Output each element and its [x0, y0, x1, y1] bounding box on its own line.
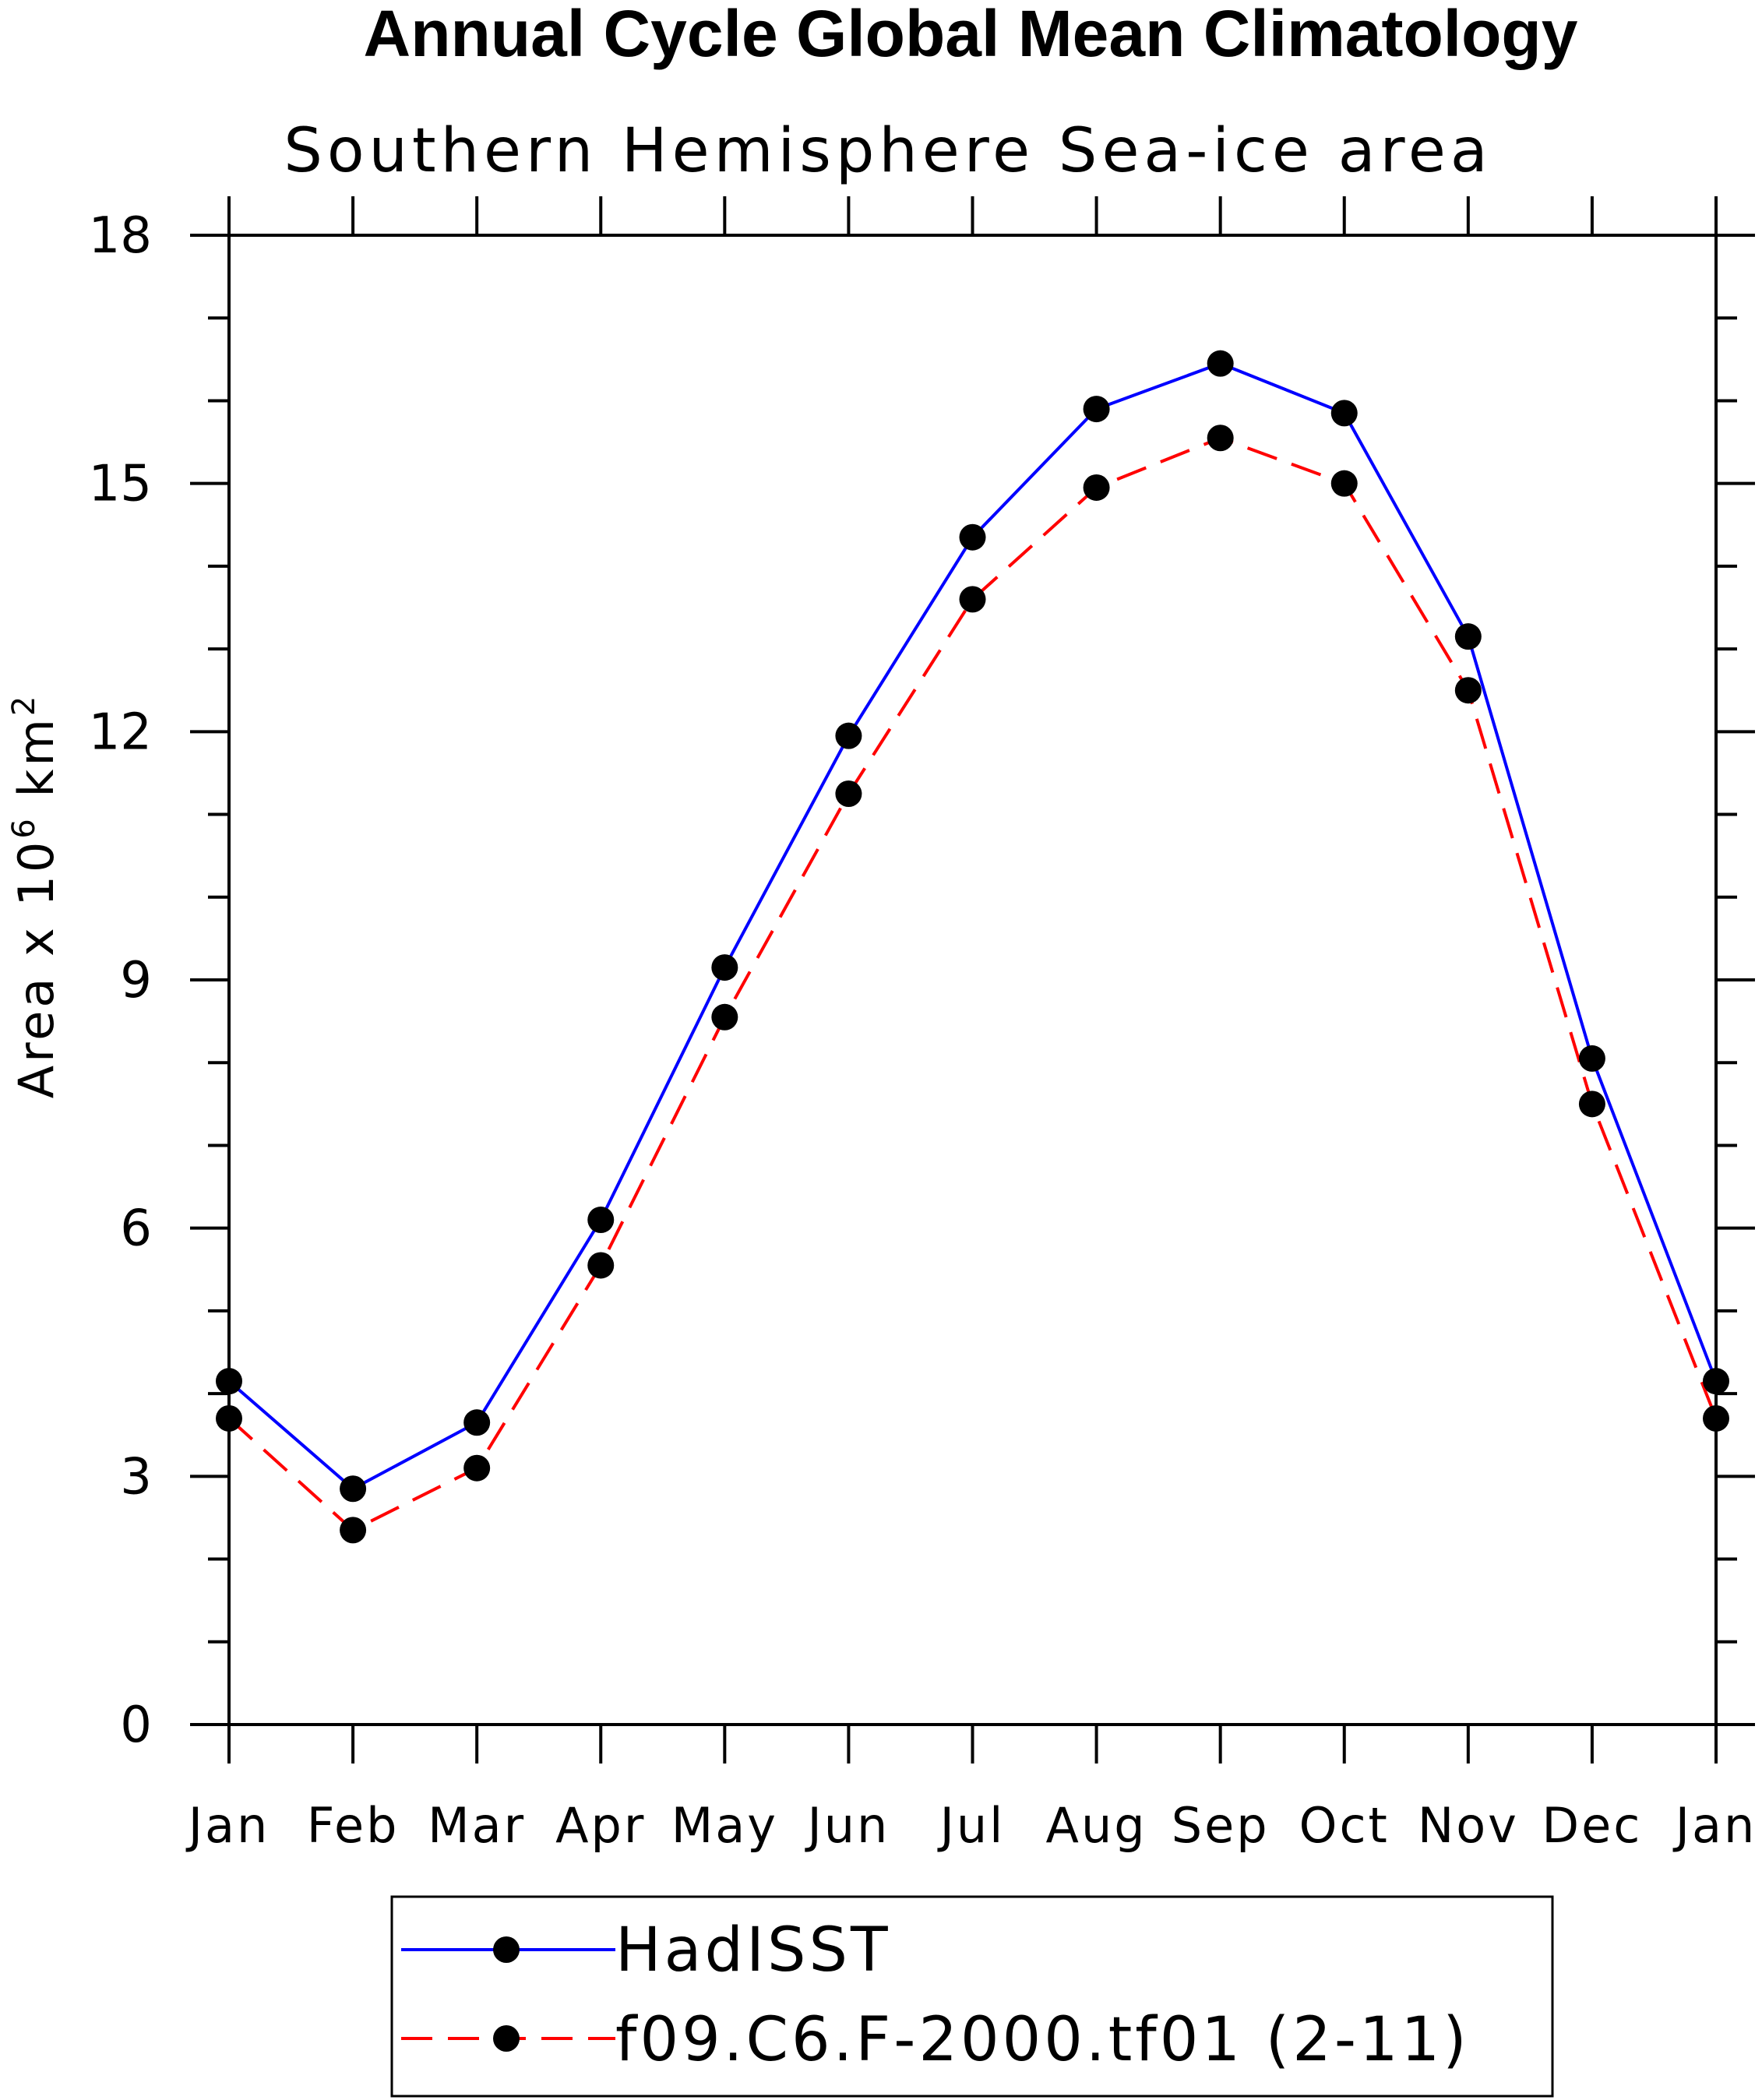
series-1-point	[340, 1517, 367, 1544]
series-1-point	[216, 1404, 242, 1432]
series-0-point	[1703, 1368, 1729, 1395]
y-tick-label: 18	[89, 207, 152, 265]
x-tick-label: Feb	[307, 1797, 400, 1854]
legend-label-model: f09.C6.F-2000.tf01 (2-11)	[615, 2005, 1470, 2075]
series-0-point	[1454, 623, 1482, 650]
series-0-point	[216, 1368, 242, 1395]
x-tick-label: Jan	[1672, 1797, 1757, 1854]
x-tick-label: Sep	[1172, 1797, 1270, 1854]
series-1-point	[463, 1454, 491, 1482]
y-tick-label: 6	[120, 1200, 152, 1258]
series-0-point	[959, 523, 986, 551]
y-tick-label: 9	[120, 952, 152, 1009]
x-tick-label: Jul	[937, 1797, 1006, 1854]
series-1-point	[959, 586, 986, 613]
series-0-point	[587, 1207, 615, 1234]
series-1-point	[1703, 1404, 1729, 1432]
series-1-point	[835, 780, 862, 807]
x-tick-label: Jan	[185, 1797, 270, 1854]
y-axis-label-exponent: 6	[6, 816, 42, 838]
x-tick-label: Mar	[428, 1797, 526, 1854]
x-tick-label: Oct	[1299, 1797, 1390, 1854]
x-tick-label: May	[671, 1797, 778, 1854]
series-0-point	[1207, 350, 1234, 377]
y-axis-label-unit: km	[8, 716, 65, 816]
series-1-point	[587, 1252, 615, 1279]
y-tick-label: 3	[120, 1448, 152, 1506]
x-tick-label: Apr	[555, 1797, 646, 1854]
legend: HadISST f09.C6.F-2000.tf01 (2-11)	[390, 1895, 1554, 2098]
series-1-point	[1330, 470, 1358, 497]
plot-frame	[227, 234, 1718, 1726]
series-1-point	[711, 1003, 738, 1031]
x-tick-label: Dec	[1542, 1797, 1642, 1854]
y-axis-label-unit-exponent: 2	[6, 693, 42, 716]
legend-marker-model	[493, 2025, 520, 2052]
series-0-point	[711, 954, 738, 981]
x-tick-label: Jun	[804, 1797, 890, 1854]
series-0-point	[1578, 1045, 1605, 1072]
y-tick-label: 0	[120, 1697, 152, 1754]
series-0-point	[1083, 396, 1110, 423]
y-axis-label: Area x 106 km2	[6, 693, 65, 1099]
chart-title: Annual Cycle Global Mean Climatology	[364, 0, 1578, 70]
y-axis-label-prefix: Area x 10	[8, 839, 65, 1099]
series-1-point	[1454, 677, 1482, 704]
series-0-point	[340, 1475, 367, 1503]
axes-layer: Jan Feb Mar Apr May Jun Jul Aug Sep Oct Nov Dec Jan 0…	[89, 196, 1757, 1854]
series-1-point	[1083, 474, 1110, 501]
series-0-point	[835, 722, 862, 749]
x-tick-label: Aug	[1046, 1797, 1147, 1854]
chart-subtitle: Southern Hemisphere Sea-ice area	[284, 116, 1492, 186]
series-0-point	[463, 1409, 491, 1436]
series-1-point	[1207, 425, 1234, 452]
series-1-point	[1578, 1091, 1605, 1118]
y-tick-label: 12	[89, 703, 152, 761]
series-0-point	[1330, 400, 1358, 427]
legend-box	[390, 1895, 1554, 2098]
legend-label-hadisst: HadISST	[615, 1915, 891, 1985]
y-tick-label: 15	[89, 456, 152, 513]
series-layer	[216, 350, 1729, 1544]
x-tick-label: Nov	[1418, 1797, 1519, 1854]
legend-marker-hadisst	[493, 1936, 520, 1963]
